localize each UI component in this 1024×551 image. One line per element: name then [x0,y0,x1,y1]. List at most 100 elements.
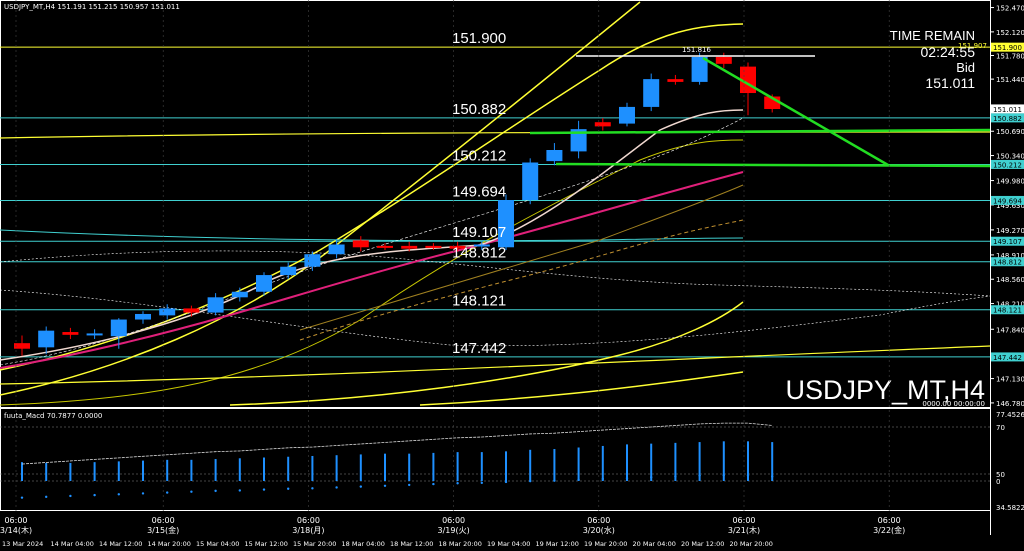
price-tag-label: 148.812 [993,259,1022,267]
time-mark-date: 3/18(月) [292,526,324,535]
macd-dot [650,476,653,479]
bollinger-upper [0,23,744,371]
support-line-upper[interactable] [529,128,991,135]
macd-tick-label: 0 [996,478,1000,486]
candle-body [667,79,684,82]
price-level-label: 150.882 [452,101,506,118]
macd-dot [674,475,677,478]
macd-tick-label: 77.4526 [996,411,1024,419]
price-tag-label: 151.900 [993,44,1022,52]
price-level-label: 148.812 [452,245,506,262]
candle-body [231,291,248,298]
macd-dot [722,473,725,477]
macd-dot [746,473,750,477]
bottom-axis-label: 20 Mar 04:00 [633,540,676,548]
bottom-axis-label: 20 Mar 20:00 [730,540,773,548]
macd-dot [238,489,241,492]
price-tick-label: 148.560 [996,276,1024,284]
price-level-label: 148.121 [452,293,506,310]
near-top-label: 151.907 [958,42,987,50]
time-mark-date: 3/19(火) [437,526,469,535]
long-ma-lower [0,345,991,385]
candle-body [183,308,200,313]
macd-dot [383,484,387,487]
time-mark-date: 3/22(金) [873,525,905,535]
price-tag-label: 149.107 [993,238,1022,246]
time-mark-hour: 06:00 [442,516,465,525]
ma-pink [0,171,744,369]
candle-body [715,56,732,64]
price-tick-label: 148.910 [996,252,1024,260]
price-tag [991,104,1024,114]
bottom-axis-label: 18 Mar 20:00 [439,540,482,548]
candle-body [473,244,490,247]
price-axis: 152.470 152.120 151.780 151.440 151.011 150.6… [990,5,1024,408]
symbol-info-header: USDJPY_MT,H4 151.191 151.215 150.957 151… [4,3,180,11]
bottom-axis-label: 14 Mar 04:00 [51,540,94,548]
macd-dot [214,489,217,493]
candle-body [401,245,418,249]
bottom-axis-label: 20 Mar 12:00 [681,540,724,548]
macd-dot [117,493,121,496]
peak-label: 151.816 [682,46,711,54]
macd-dot [529,479,532,483]
trend-line-down[interactable] [702,56,889,167]
time-remain-label: TIME REMAIN [890,28,975,43]
bottom-axis-label: 15 Mar 20:00 [293,540,336,548]
time-mark-date: 3/15(金) [147,525,179,535]
price-tag-label: 148.121 [993,307,1022,315]
macd-dot [69,494,72,498]
bottom-time-axis: 13 Mar 2024 14 Mar 04:00 14 Mar 12:00 14 Ma… [2,540,773,548]
time-mark-hour: 06:00 [878,516,901,525]
price-tag-label: 151.011 [993,106,1022,114]
time-mark-date: 3/21(木) [728,525,760,535]
macd-label: fuuta_Macd 70.7877 0.0000 [4,412,102,420]
candle-body [643,79,660,107]
support-line-lower[interactable] [555,162,991,168]
price-tick-label: 150.340 [996,153,1024,161]
candle-body [328,244,345,255]
macd-dot [166,491,169,494]
macd-tick-label: 34.5822 [996,504,1024,512]
macd-dot [432,482,435,486]
price-tag [991,305,1024,315]
cloud-span-a [0,250,991,297]
candle-body [14,343,30,349]
candle-body [256,275,272,292]
candle-body [570,129,587,152]
candle-body [449,245,466,249]
macd-dot [141,492,145,495]
time-mark-date: 3/20(水) [583,525,615,535]
time-mark-date: 3/14(木) [0,525,32,535]
price-tag-label: 149.694 [993,197,1022,205]
bottom-axis-label: 15 Mar 04:00 [196,540,239,548]
bid-value: 151.011 [925,75,975,91]
price-level-label: 147.442 [452,340,506,357]
macd-axis: 77.4526 70 500 34.5822 [996,411,1024,512]
price-tag [991,352,1024,362]
time-mark-hour: 06:00 [587,516,610,525]
bottom-axis-label: 19 Mar 12:00 [536,540,579,548]
bottom-axis-label: 15 Mar 12:00 [245,540,288,548]
price-tick-label: 152.120 [996,29,1024,37]
price-tag-label: 147.442 [993,354,1022,362]
bollinger-lower-outer [419,371,744,406]
candle-body [425,245,442,248]
price-level-label: 149.694 [452,183,506,200]
macd-tick-label: 70 [996,424,1005,432]
bollinger-mid-lower [0,139,744,406]
price-tick-label: 151.440 [996,76,1024,84]
bottom-axis-label: 19 Mar 20:00 [584,540,627,548]
macd-dot [20,496,24,499]
candle-body [352,240,369,248]
price-tick-label: 149.980 [996,178,1024,186]
level-labels: 151.900 150.882 150.212 149.694 149.107 148.8… [452,30,506,357]
candle-body [691,56,708,82]
chikou-line [0,117,744,366]
macd-dot [45,495,48,499]
macd-tick-label: 50 [996,471,1005,479]
macd-signal-line [21,422,773,465]
ma-white [0,109,744,361]
